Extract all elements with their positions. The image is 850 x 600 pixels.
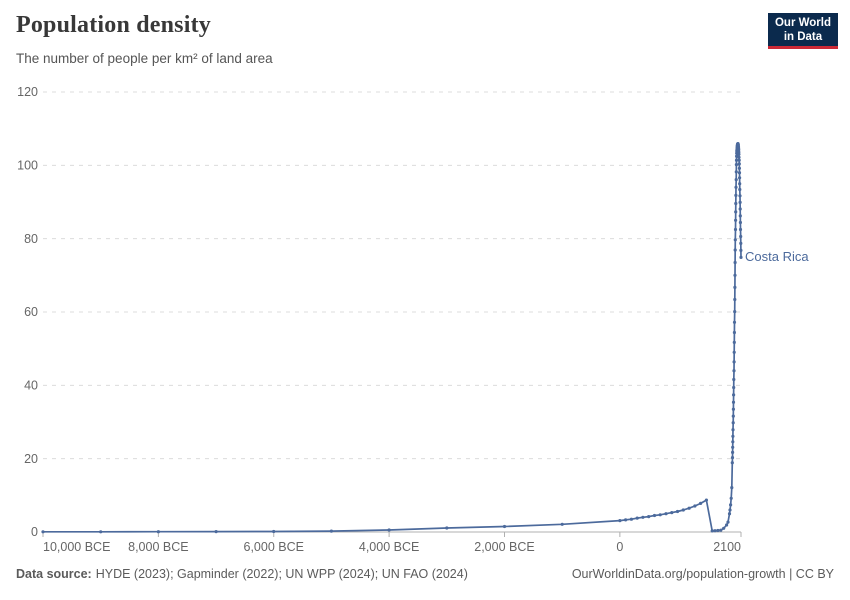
svg-text:2100: 2100 (713, 540, 741, 554)
x-axis (42, 531, 742, 537)
data-source-label: Data source: (16, 567, 92, 581)
svg-text:120: 120 (17, 85, 38, 99)
owid-logo-line2: in Data (783, 31, 823, 43)
gridlines (43, 91, 741, 460)
svg-text:100: 100 (17, 159, 38, 173)
series-end-label: Costa Rica (745, 249, 809, 265)
footer: Data source: HYDE (2023); Gapminder (2022… (16, 567, 834, 581)
svg-text:6,000 BCE: 6,000 BCE (244, 540, 304, 554)
page-title: Population density (16, 12, 211, 38)
owid-logo-line1: Our World (774, 17, 831, 29)
svg-text:2,000 BCE: 2,000 BCE (474, 540, 534, 554)
svg-text:0: 0 (31, 525, 38, 539)
series-markers (41, 142, 743, 534)
svg-text:8,000 BCE: 8,000 BCE (128, 540, 188, 554)
svg-text:40: 40 (24, 379, 38, 393)
owid-citation-link[interactable]: OurWorldinData.org/population-growth | C… (571, 567, 834, 581)
x-axis-labels: 10,000 BCE 8,000 BCE 6,000 BCE 4,000 BCE 2,0… (43, 540, 741, 554)
data-source: Data source: HYDE (2023); Gapminder (2022… (16, 567, 468, 581)
data-source-list: HYDE (2023); Gapminder (2022); UN WPP (2… (95, 567, 468, 581)
owid-logo[interactable]: Our World in Data (767, 13, 838, 49)
svg-text:60: 60 (24, 305, 38, 319)
svg-text:20: 20 (24, 452, 38, 466)
y-axis-labels: 0 20 40 60 80 100 120 (17, 85, 38, 539)
svg-text:80: 80 (24, 232, 38, 246)
svg-text:4,000 BCE: 4,000 BCE (359, 540, 419, 554)
svg-text:10,000 BCE: 10,000 BCE (43, 540, 110, 554)
chart-subtitle: The number of people per km² of land are… (16, 51, 273, 66)
series-line (42, 142, 742, 533)
svg-text:0: 0 (616, 540, 623, 554)
